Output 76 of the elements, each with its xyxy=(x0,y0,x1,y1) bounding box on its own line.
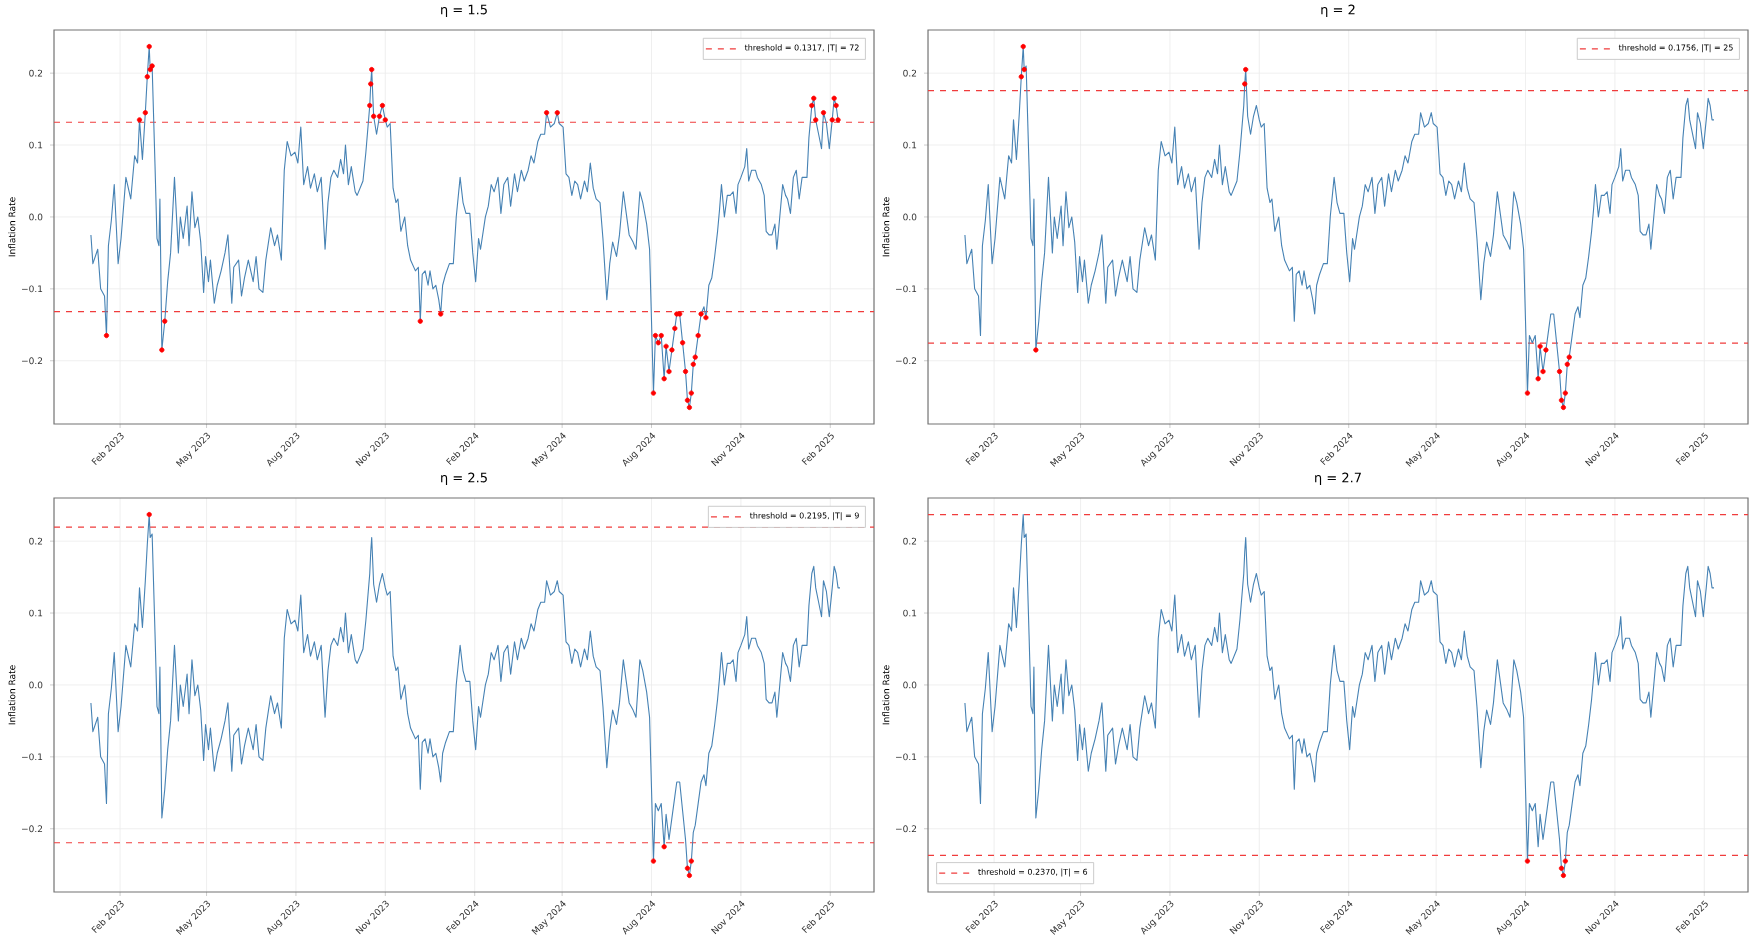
point xyxy=(1558,865,1565,871)
point xyxy=(162,318,168,324)
point xyxy=(688,390,694,396)
point xyxy=(680,340,686,346)
point xyxy=(811,95,817,101)
point xyxy=(655,340,661,346)
line-series xyxy=(90,513,841,877)
point xyxy=(136,117,143,123)
point xyxy=(1556,368,1563,375)
point xyxy=(686,872,693,879)
point xyxy=(650,858,657,864)
point xyxy=(1537,343,1543,349)
point xyxy=(1524,390,1531,396)
point xyxy=(1033,347,1039,353)
point xyxy=(698,311,704,317)
point xyxy=(146,511,152,518)
point xyxy=(146,43,152,50)
point xyxy=(543,110,550,116)
point xyxy=(159,347,165,353)
point xyxy=(1243,66,1249,73)
point xyxy=(144,74,150,80)
point xyxy=(1562,858,1568,864)
point xyxy=(367,102,373,109)
point xyxy=(686,404,693,411)
point xyxy=(672,325,678,331)
point xyxy=(147,66,153,73)
point xyxy=(663,343,669,349)
point xyxy=(371,113,377,119)
point xyxy=(652,332,659,339)
point xyxy=(809,102,815,109)
point xyxy=(658,332,664,339)
point xyxy=(1020,43,1026,50)
point xyxy=(1558,397,1565,403)
point xyxy=(661,844,667,850)
point xyxy=(666,368,672,375)
point xyxy=(379,102,385,109)
point xyxy=(833,102,839,109)
point xyxy=(1562,390,1568,396)
point xyxy=(1021,66,1027,73)
point xyxy=(103,332,110,339)
point xyxy=(1242,81,1248,87)
point xyxy=(695,332,701,339)
point xyxy=(650,390,657,396)
point xyxy=(369,66,375,73)
point xyxy=(813,117,819,123)
point xyxy=(1543,347,1549,353)
point xyxy=(438,311,444,317)
point xyxy=(142,110,148,116)
point xyxy=(1560,404,1567,411)
point xyxy=(684,865,691,871)
point xyxy=(382,117,388,123)
point xyxy=(692,354,698,360)
point xyxy=(1566,354,1572,360)
point xyxy=(1540,368,1546,375)
point xyxy=(1535,376,1541,382)
point xyxy=(835,117,841,123)
line-series xyxy=(90,45,841,409)
point xyxy=(1018,74,1024,80)
point xyxy=(829,117,835,123)
point xyxy=(417,318,423,324)
point xyxy=(149,63,155,69)
point xyxy=(1560,872,1567,879)
point xyxy=(703,314,709,321)
point xyxy=(1524,858,1531,864)
point xyxy=(820,110,827,116)
point xyxy=(682,368,689,375)
point xyxy=(690,361,696,367)
point xyxy=(368,81,374,87)
point xyxy=(376,113,383,119)
point xyxy=(669,347,675,353)
point xyxy=(1564,361,1570,367)
point xyxy=(688,858,694,864)
point xyxy=(831,95,837,101)
point xyxy=(684,397,691,403)
point xyxy=(554,110,560,116)
point xyxy=(661,376,667,382)
